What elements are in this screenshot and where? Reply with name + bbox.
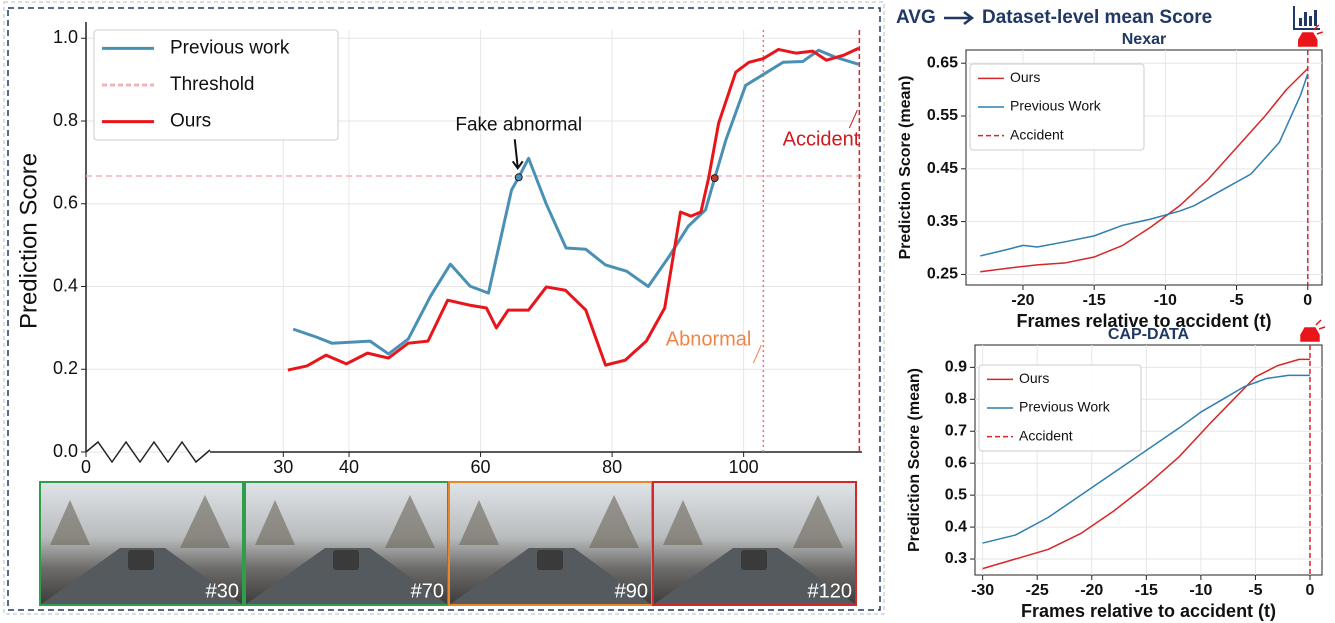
legend-label: Threshold xyxy=(170,74,255,95)
series-line xyxy=(288,48,859,370)
y-axis-label: Prediction Score xyxy=(15,153,42,329)
x-tick-label: -25 xyxy=(1026,582,1049,599)
frame-label: #30 xyxy=(206,580,239,602)
annotation-arrow xyxy=(513,139,523,168)
header-title: Dataset-level mean Score xyxy=(982,7,1212,28)
x-tick-label: 60 xyxy=(471,457,491,477)
y-tick-label: 0.0 xyxy=(53,441,78,461)
y-tick-label: 0.4 xyxy=(53,275,78,295)
legend-label: Accident xyxy=(1010,126,1064,142)
reference-label: Abnormal xyxy=(666,328,752,350)
x-tick-label: -10 xyxy=(1189,582,1212,599)
car xyxy=(128,550,154,570)
x-tick-label: -15 xyxy=(1135,582,1158,599)
marker xyxy=(515,174,522,181)
chart-icon xyxy=(1294,6,1320,29)
y-tick-label: 0.35 xyxy=(927,213,958,230)
y-tick-label: 1.0 xyxy=(53,27,78,47)
y-axis-label: Prediction Score (mean) xyxy=(906,368,923,552)
y-tick-label: 0.25 xyxy=(927,266,958,283)
frame-label: #90 xyxy=(615,580,648,602)
x-tick-label: -15 xyxy=(1083,292,1106,309)
x-tick-label: 0 xyxy=(1303,292,1312,309)
x-tick-label: -30 xyxy=(971,582,994,599)
legend-label: Ours xyxy=(1010,69,1040,85)
x-tick-label: 0 xyxy=(1306,582,1315,599)
x-tick-label: -5 xyxy=(1248,582,1262,599)
x-axis-label: Frames relative to accident (t) xyxy=(1021,601,1276,621)
x-tick-label: 40 xyxy=(339,457,359,477)
frame-label: #120 xyxy=(808,580,853,602)
crash-icon xyxy=(1301,320,1325,341)
chart: 0.3 0.4 0.5 0.6 0.7 0.8 0.9 -30 -25 -20 -15 -10 -5 0 C… xyxy=(906,320,1325,621)
car xyxy=(741,550,767,570)
legend-label: Ours xyxy=(1019,370,1049,386)
y-tick-label: 0.3 xyxy=(945,550,967,567)
y-tick-label: 0.45 xyxy=(927,160,958,177)
car xyxy=(537,550,563,570)
frame-label: #70 xyxy=(411,580,444,602)
x-tick-label: -5 xyxy=(1229,292,1243,309)
chart: 0.0 0.2 0.4 0.6 0.8 1.0 0 30 40 60 80 100 Prediction… xyxy=(15,22,862,477)
legend-label: Ours xyxy=(170,111,211,132)
y-tick-label: 0.6 xyxy=(53,193,78,213)
reference-label: Accident xyxy=(783,128,860,150)
label-arrow xyxy=(753,345,761,363)
chart-title: Nexar xyxy=(1122,31,1166,48)
legend-label: Previous Work xyxy=(1019,399,1111,415)
y-tick-label: 0.4 xyxy=(945,518,967,535)
y-tick-label: 0.6 xyxy=(945,454,967,471)
x-tick-label: 100 xyxy=(729,457,759,477)
x-tick-label: 30 xyxy=(273,457,293,477)
legend-label: Previous work xyxy=(170,37,290,58)
y-tick-label: 0.8 xyxy=(945,391,967,408)
arrow xyxy=(944,12,972,24)
y-tick-label: 0.65 xyxy=(927,54,958,71)
x-tick-label: 0 xyxy=(81,457,91,477)
y-tick-label: 0.8 xyxy=(53,110,78,130)
x-tick-label: 80 xyxy=(602,457,622,477)
x-tick-label: -20 xyxy=(1080,582,1103,599)
legend-label: Accident xyxy=(1019,427,1073,443)
figure: AVG Dataset-level mean Score #30 #70 #90 #1… xyxy=(0,0,1335,623)
label-arrow xyxy=(849,110,857,128)
legend-label: Previous Work xyxy=(1010,98,1102,114)
x-tick-label: -10 xyxy=(1154,292,1177,309)
series-line xyxy=(293,50,859,354)
y-tick-label: 0.5 xyxy=(945,486,967,503)
y-tick-label: 0.9 xyxy=(945,359,967,376)
x-tick-label: -20 xyxy=(1011,292,1034,309)
header-avg: AVG xyxy=(896,7,936,28)
y-axis-label: Prediction Score (mean) xyxy=(897,75,914,259)
y-tick-label: 0.7 xyxy=(945,422,967,439)
y-tick-label: 0.55 xyxy=(927,107,958,124)
y-tick-label: 0.2 xyxy=(53,358,78,378)
car xyxy=(333,550,359,570)
marker xyxy=(711,175,718,182)
annotation: Fake abnormal xyxy=(455,114,582,135)
chart-title: CAP-DATA xyxy=(1108,326,1190,343)
